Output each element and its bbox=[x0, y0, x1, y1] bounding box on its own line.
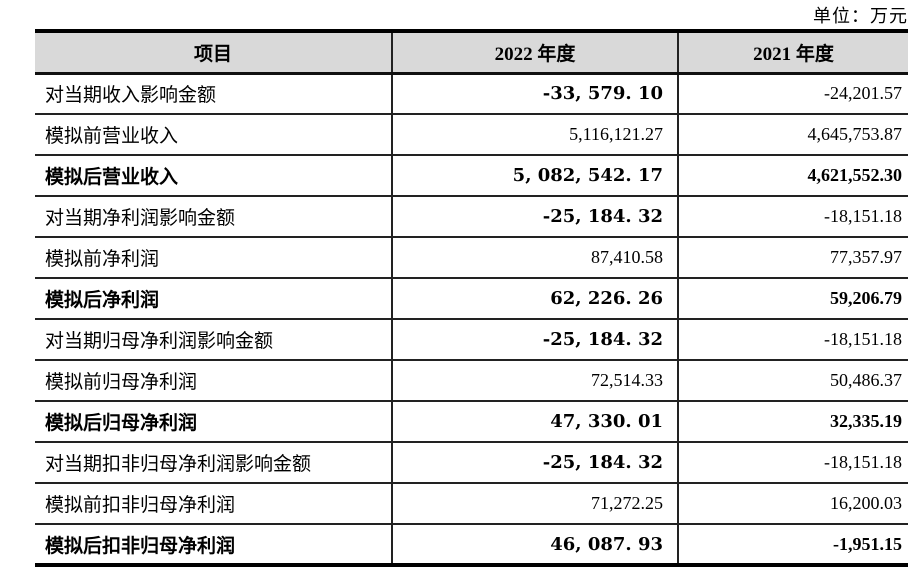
table-row: 模拟前营业收入 5,116,121.27 4,645,753.87 bbox=[35, 114, 908, 156]
row-label: 模拟前归母净利润 bbox=[35, 360, 392, 402]
row-label: 模拟前营业收入 bbox=[35, 114, 392, 156]
row-label: 模拟后归母净利润 bbox=[35, 401, 392, 443]
value-2022: -25, 184. 32 bbox=[391, 196, 679, 238]
value-2021: -18,151.18 bbox=[678, 196, 908, 238]
column-header-2022: 2022 年度 bbox=[391, 31, 679, 75]
table-row: 模拟前净利润 87,410.58 77,357.97 bbox=[35, 237, 908, 279]
unit-label: 单位：万元 bbox=[813, 6, 908, 26]
row-label: 模拟后扣非归母净利润 bbox=[45, 535, 236, 557]
value-2022: -33, 579. 10 bbox=[391, 73, 679, 115]
value-2021: 4,645,753.87 bbox=[678, 114, 908, 156]
value-2022: 72,514.33 bbox=[391, 360, 679, 402]
table-row: 模拟后扣非归母净利润 46, 087. 93 -1,951.15 bbox=[35, 524, 908, 565]
table-row: 模拟后净利润 62, 226. 26 59,206.79 bbox=[35, 278, 908, 320]
row-label: 对当期收入影响金额 bbox=[35, 73, 392, 115]
table-row: 模拟前归母净利润 72,514.33 50,486.37 bbox=[35, 360, 908, 402]
row-label: 模拟前净利润 bbox=[35, 237, 392, 279]
value-2021: 32,335.19 bbox=[678, 401, 908, 443]
value-2022: 71,272.25 bbox=[391, 483, 679, 525]
row-label: 模拟后营业收入 bbox=[35, 155, 392, 197]
value-2022: 47, 330. 01 bbox=[391, 401, 679, 443]
table-row: 模拟后归母净利润 47, 330. 01 32,335.19 bbox=[35, 401, 908, 443]
row-label: 对当期扣非归母净利润影响金额 bbox=[35, 442, 392, 484]
table-row: 模拟前扣非归母净利润 71,272.25 16,200.03 bbox=[35, 483, 908, 525]
financial-simulation-table: 项目 2022 年度 2021 年度 对当期收入影响金额 -33, 579. 1… bbox=[35, 29, 908, 567]
table-row: 对当期净利润影响金额 -25, 184. 32 -18,151.18 bbox=[35, 196, 908, 238]
value-2021: -1,951.15 bbox=[833, 533, 902, 554]
value-2022: 5,116,121.27 bbox=[391, 114, 679, 156]
column-header-item: 项目 bbox=[35, 31, 392, 75]
value-2022: 46, 087. 93 bbox=[391, 524, 679, 565]
table-row: 模拟后营业收入 5, 082, 542. 17 4,621,552.30 bbox=[35, 155, 908, 197]
value-2021: 4,621,552.30 bbox=[678, 155, 908, 197]
value-2022: 62, 226. 26 bbox=[391, 278, 679, 320]
value-2021: -18,151.18 bbox=[678, 442, 908, 484]
value-2022: 87,410.58 bbox=[391, 237, 679, 279]
value-2022: 5, 082, 542. 17 bbox=[391, 155, 679, 197]
value-2022: -25, 184. 32 bbox=[391, 319, 679, 361]
table-row: 对当期归母净利润影响金额 -25, 184. 32 -18,151.18 bbox=[35, 319, 908, 361]
value-2021: 77,357.97 bbox=[678, 237, 908, 279]
row-label: 模拟后净利润 bbox=[35, 278, 392, 320]
value-2021: 59,206.79 bbox=[678, 278, 908, 320]
value-2021: 50,486.37 bbox=[678, 360, 908, 402]
table-row: 对当期收入影响金额 -33, 579. 10 -24,201.57 bbox=[35, 73, 908, 115]
table-header-row: 项目 2022 年度 2021 年度 bbox=[35, 31, 908, 75]
value-2021: -18,151.18 bbox=[678, 319, 908, 361]
value-2022: -25, 184. 32 bbox=[391, 442, 679, 484]
value-2021: 16,200.03 bbox=[678, 483, 908, 525]
value-2021: -24,201.57 bbox=[678, 73, 908, 115]
row-label: 模拟前扣非归母净利润 bbox=[35, 483, 392, 525]
row-label: 对当期归母净利润影响金额 bbox=[35, 319, 392, 361]
table-row: 对当期扣非归母净利润影响金额 -25, 184. 32 -18,151.18 bbox=[35, 442, 908, 484]
row-label: 对当期净利润影响金额 bbox=[35, 196, 392, 238]
column-header-2021: 2021 年度 bbox=[678, 31, 908, 75]
